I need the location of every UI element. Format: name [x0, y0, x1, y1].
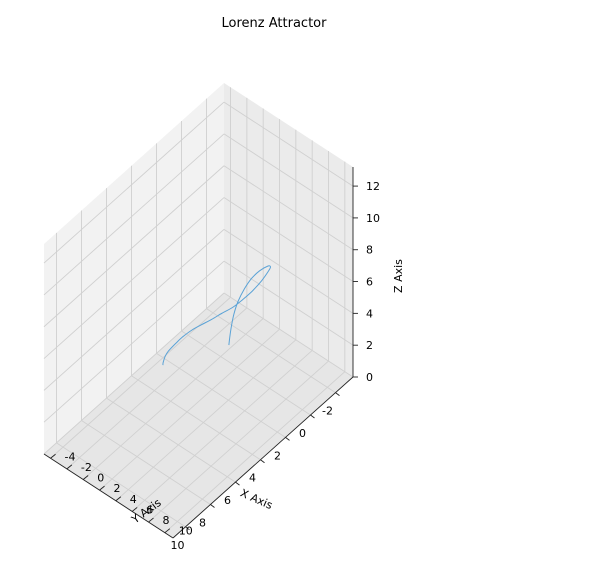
z-gridline	[223, 228, 354, 314]
z-tick-label: 8	[366, 244, 373, 257]
x-tick-label: 2	[274, 449, 281, 462]
z-tick-label: 2	[366, 339, 373, 352]
z-tick-label: 4	[366, 307, 373, 320]
y-gridline	[131, 350, 313, 512]
z-axis-label: Z Axis	[392, 259, 405, 293]
y-tick-mark	[115, 496, 122, 502]
x-tick-mark	[185, 526, 190, 531]
z-gridline	[223, 260, 354, 346]
x-tick-mark	[260, 459, 265, 464]
z-gridline	[43, 165, 225, 328]
z-gridline	[43, 260, 225, 423]
x-tick-mark	[210, 504, 215, 508]
z-tick-label: 12	[366, 180, 380, 193]
y-tick-mark	[148, 517, 154, 523]
pane-yz	[224, 83, 353, 377]
x-gridline	[206, 308, 336, 394]
y-tick-mark	[99, 485, 105, 491]
z-gridline	[43, 133, 225, 296]
y-tick-mark	[131, 507, 138, 512]
x-tick-mark	[285, 437, 290, 441]
y-axis-line	[43, 453, 174, 539]
x-gridline	[106, 397, 236, 483]
z-gridline	[43, 292, 225, 455]
pane-xz	[44, 83, 224, 454]
y-gridline	[66, 307, 248, 470]
x-tick-mark	[310, 414, 315, 419]
z-gridline	[223, 101, 354, 187]
x-gridline	[181, 330, 311, 416]
x-tick-mark	[335, 392, 340, 397]
z-gridline	[223, 133, 354, 219]
x-axis-line	[172, 376, 354, 539]
y-tick-label: -2	[81, 461, 92, 474]
y-tick-label: 2	[114, 482, 121, 495]
z-gridline	[43, 229, 225, 391]
z-gridline	[43, 197, 225, 359]
y-tick-mark	[66, 464, 73, 470]
y-gridline	[164, 371, 346, 534]
x-tick-label: 10	[171, 539, 185, 552]
x-tick-label: 6	[224, 494, 231, 507]
y-gridline	[148, 360, 329, 523]
chart-title: Lorenz Attractor	[222, 16, 328, 31]
y-tick-label: 10	[179, 525, 193, 538]
y-gridline	[115, 339, 297, 502]
z-gridline	[43, 101, 225, 264]
x-tick-label: 0	[299, 427, 306, 440]
y-gridline	[99, 328, 280, 491]
y-tick-label: 4	[130, 493, 137, 506]
y-gridline	[82, 318, 264, 480]
x-tick-mark	[235, 481, 240, 486]
y-tick-label: -4	[65, 450, 76, 463]
x-tick-label: 4	[249, 472, 256, 485]
x-gridline	[131, 375, 261, 461]
x-tick-label: -2	[322, 405, 333, 418]
z-tick-label: 10	[366, 212, 380, 225]
x-gridline	[156, 352, 286, 438]
x-axis-label: X Axis	[238, 486, 274, 512]
y-tick-label: 6	[146, 503, 153, 516]
z-gridline	[223, 197, 354, 282]
x-tick-label: 8	[199, 517, 206, 530]
y-tick-label: 0	[97, 472, 104, 485]
z-gridline	[223, 165, 354, 251]
x-gridline	[56, 442, 186, 528]
y-gridline	[50, 296, 231, 459]
lorenz-trajectory	[162, 265, 272, 366]
y-tick-mark	[82, 475, 89, 480]
z-gridline	[223, 292, 354, 378]
z-tick-label: 6	[366, 276, 373, 289]
z-tick-label: 0	[366, 371, 373, 384]
x-gridline	[81, 420, 211, 505]
y-tick-label: 8	[163, 514, 170, 527]
y-tick-mark	[164, 528, 171, 534]
y-tick-mark	[50, 453, 56, 459]
